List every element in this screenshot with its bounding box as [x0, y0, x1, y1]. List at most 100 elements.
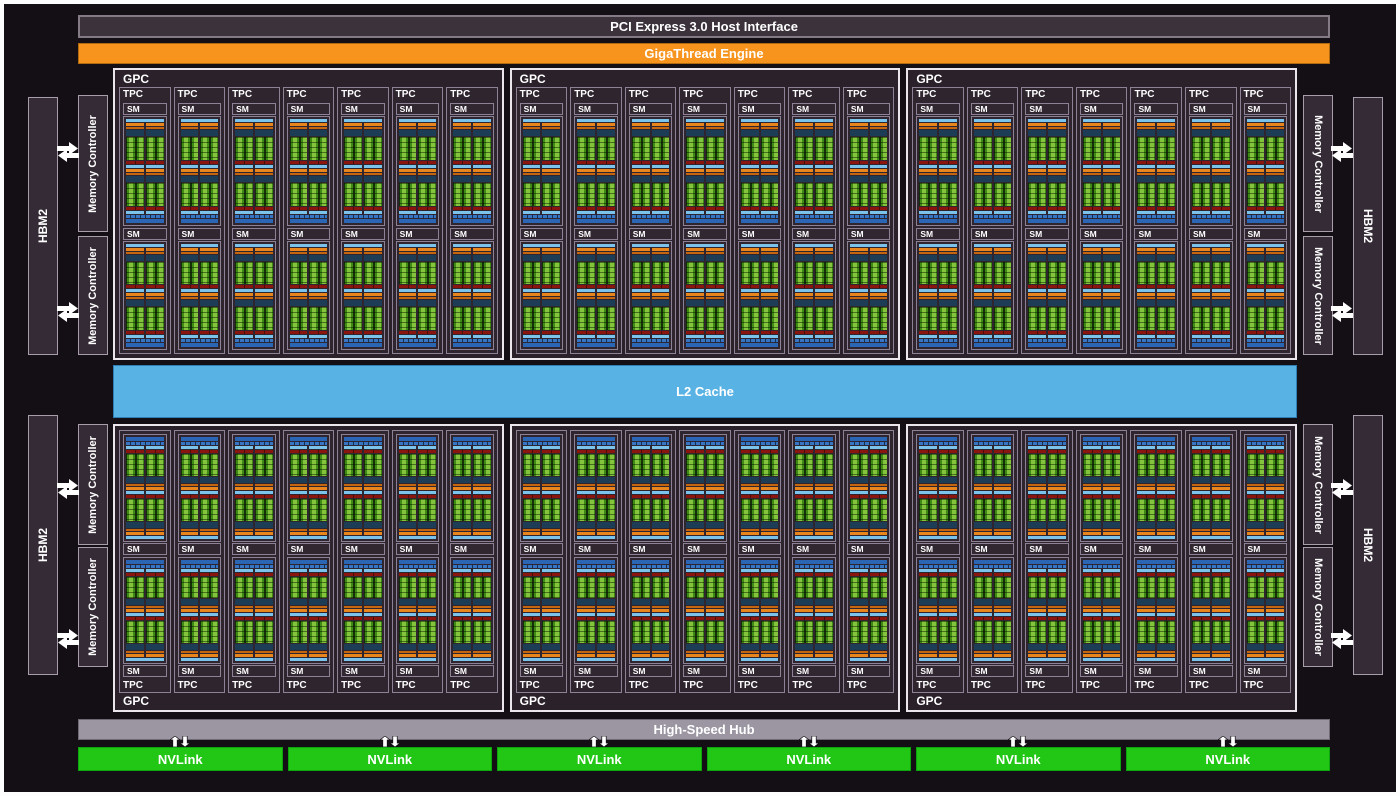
core-array	[760, 307, 779, 330]
sm-partition-row	[126, 168, 164, 214]
tex-stripe	[1192, 494, 1210, 498]
shared-memory-stripe	[1137, 559, 1175, 564]
register-file-block	[180, 175, 199, 182]
sm-partition-row	[235, 446, 273, 490]
shared-memory-stripe	[289, 218, 328, 223]
sm-partition-row	[577, 293, 615, 338]
tex-stripe	[706, 331, 724, 334]
register-file-block	[1211, 599, 1230, 606]
warp-scheduler-stripe	[973, 531, 992, 535]
sm-partition	[973, 446, 992, 490]
sm-label: SM	[1025, 665, 1069, 677]
tex-stripe	[363, 572, 382, 576]
tpc-label: TPC	[846, 680, 867, 691]
sm-unit: SM	[574, 227, 618, 350]
l1-cache-stripe	[1028, 446, 1047, 449]
tex-stripe	[651, 572, 670, 576]
sm-partition	[740, 247, 759, 293]
register-file-block	[472, 599, 491, 606]
warp-scheduler-stripe	[180, 293, 199, 297]
sm-partition	[398, 168, 417, 214]
l1-cache-stripe	[1137, 289, 1156, 293]
shared-memory-stripe	[849, 218, 888, 223]
sm-partition	[973, 168, 992, 214]
l1-cache-stripe	[453, 289, 471, 293]
sm-label: SM	[737, 227, 782, 240]
sm-partition	[815, 293, 833, 338]
ldst-units-stripe	[577, 214, 615, 218]
tex-stripe	[344, 494, 362, 498]
warp-scheduler-stripe	[973, 486, 992, 490]
register-file-block	[686, 644, 705, 650]
sm-body	[519, 434, 564, 542]
dispatch-stripe	[1211, 251, 1230, 254]
l1-cache-stripe	[869, 164, 888, 168]
tex-stripe	[939, 572, 957, 576]
tex-stripe	[289, 572, 308, 576]
shared-memory-stripe	[1246, 559, 1285, 564]
ldst-units-stripe	[289, 339, 328, 342]
instruction-cache-stripe	[849, 535, 888, 539]
core-array	[1246, 454, 1265, 476]
sm-partition	[398, 613, 417, 657]
core-array	[706, 454, 724, 476]
dispatch-stripe	[993, 297, 1012, 300]
dispatch-stripe	[289, 606, 308, 609]
l1-cache-stripe	[235, 289, 253, 293]
l1-cache-stripe	[939, 289, 957, 293]
core-array	[145, 621, 164, 643]
sm-body	[628, 556, 673, 664]
l1-cache-stripe	[522, 210, 541, 214]
l1-cache-stripe	[760, 289, 779, 293]
tex-stripe	[1211, 617, 1230, 621]
core-array	[760, 261, 779, 285]
sm-partition	[398, 293, 417, 338]
warp-scheduler-stripe	[145, 293, 164, 297]
register-file-block	[145, 521, 164, 528]
register-file-block	[418, 521, 437, 528]
sm-partition-row	[289, 568, 328, 613]
shared-memory-stripe	[686, 437, 724, 441]
core-array	[522, 261, 541, 285]
tex-stripe	[849, 494, 868, 498]
tpc-unit: TPC SM SM	[446, 430, 498, 693]
tex-stripe	[1082, 494, 1101, 498]
l1-cache-stripe	[740, 446, 759, 449]
register-file-block	[145, 599, 164, 606]
warp-scheduler-stripe	[542, 654, 561, 657]
sm-partition-row	[686, 168, 724, 214]
l1-cache-stripe	[126, 613, 144, 617]
sm-body	[970, 116, 1015, 226]
ldst-units-stripe	[398, 564, 437, 568]
instruction-cache-stripe	[919, 243, 957, 247]
l1-cache-stripe	[706, 164, 724, 168]
tpc-unit: TPC SM SM	[282, 87, 335, 354]
sm-label: SM	[1025, 227, 1069, 240]
core-array	[993, 454, 1012, 476]
core-array	[1246, 182, 1265, 206]
sm-unit: SM	[1134, 434, 1178, 555]
sm-partition	[760, 490, 779, 535]
dispatch-stripe	[596, 251, 615, 254]
core-array	[760, 454, 779, 476]
sm-unit: SM	[286, 103, 331, 226]
dispatch-stripe	[254, 127, 273, 129]
tex-stripe	[180, 206, 199, 210]
warp-scheduler-stripe	[795, 654, 814, 657]
sm-partition	[126, 490, 144, 535]
core-array	[651, 137, 670, 160]
sm-body	[916, 556, 960, 664]
sm-partition	[235, 446, 253, 490]
tex-stripe	[1246, 331, 1265, 334]
warp-scheduler-stripe	[126, 293, 144, 297]
sm-partition	[993, 446, 1012, 490]
l1-cache-stripe	[740, 490, 759, 494]
l1-cache-stripe	[1192, 335, 1210, 338]
tex-stripe	[1048, 494, 1066, 498]
sm-partition	[418, 446, 437, 490]
dispatch-stripe	[145, 127, 164, 129]
dispatch-stripe	[398, 651, 417, 653]
core-array	[235, 307, 253, 330]
tex-stripe	[453, 572, 471, 576]
dispatch-stripe	[706, 606, 724, 609]
